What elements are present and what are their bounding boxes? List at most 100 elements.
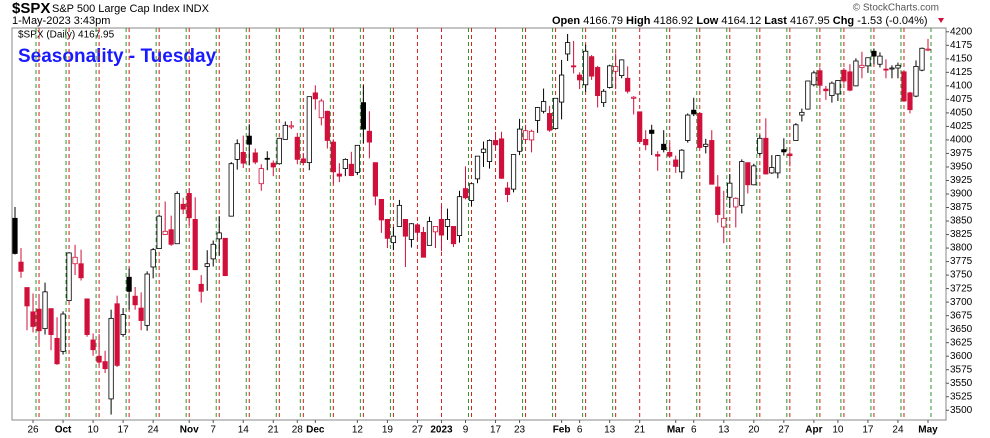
x-tick-label: 10 <box>88 425 100 436</box>
symbol: $SPX <box>12 0 50 17</box>
candle-body <box>498 138 505 179</box>
ohlc-value: (-0.04%) <box>885 15 927 27</box>
y-tick-label: 4025 <box>950 121 973 132</box>
candle-body <box>300 158 306 164</box>
x-tick-label: 9 <box>463 425 469 436</box>
candle-body <box>721 217 727 228</box>
x-tick-label: 13 <box>604 425 616 436</box>
y-tick-label: 4150 <box>950 53 973 64</box>
x-tick-label: 19 <box>382 425 394 436</box>
x-tick-label: 14 <box>238 425 250 436</box>
description: S&P 500 Large Cap Index INDX <box>52 3 210 15</box>
x-tick-label: 27 <box>412 425 424 436</box>
x-tick-label: 12 <box>352 425 364 436</box>
candle-body <box>384 219 391 239</box>
y-tick-label: 3800 <box>950 243 973 254</box>
candle-body <box>859 64 865 68</box>
candle-body <box>204 263 210 267</box>
y-tick-label: 3500 <box>950 405 973 416</box>
candle-body <box>925 48 931 51</box>
x-tick-label: 27 <box>778 425 790 436</box>
x-tick-label: 6 <box>577 425 583 436</box>
x-tick-label: 17 <box>490 425 502 436</box>
candle-body <box>336 173 342 177</box>
ohlc-label: Low <box>696 15 718 27</box>
x-tick-label: Apr <box>805 425 822 436</box>
y-tick-label: 3650 <box>950 324 973 335</box>
candle-body <box>739 161 745 206</box>
candle-body <box>583 50 589 86</box>
candle-body <box>234 143 240 160</box>
candle-body <box>330 141 336 173</box>
candle-body <box>462 188 469 199</box>
candle-body <box>222 237 228 277</box>
ohlc-header: Open 4166.79 High 4186.92 Low 4164.12 La… <box>552 15 944 27</box>
candle-body <box>679 149 685 173</box>
candle-body <box>643 138 649 146</box>
candle-body <box>913 65 919 97</box>
candle-body <box>769 167 775 174</box>
candle-body <box>661 143 667 151</box>
candle-body <box>126 276 132 292</box>
y-tick-label: 3850 <box>950 216 973 227</box>
candle-body <box>805 80 811 110</box>
candle-body <box>318 100 324 119</box>
y-tick-label: 3875 <box>950 202 973 213</box>
y-tick-label: 3775 <box>950 256 973 267</box>
x-tick-label: 24 <box>148 425 160 436</box>
candle-body <box>637 111 643 142</box>
candle-body <box>96 355 102 363</box>
candle-body <box>12 217 18 254</box>
x-tick-label: Dec <box>306 425 325 436</box>
y-tick-label: 3900 <box>950 189 973 200</box>
candle-body <box>90 339 96 351</box>
ohlc-label: High <box>626 15 651 27</box>
y-tick-label: 3550 <box>950 378 973 389</box>
x-tick-label: 17 <box>862 425 874 436</box>
candle-body <box>324 110 330 141</box>
candle-body <box>408 223 415 240</box>
x-tick-label: Mar <box>667 425 685 436</box>
candle-body <box>589 56 595 77</box>
x-tick-label: 21 <box>268 425 280 436</box>
candle-body <box>78 263 84 279</box>
candle-body <box>733 197 739 208</box>
candle-body <box>907 92 913 111</box>
candle-body <box>775 155 781 174</box>
candle-body <box>889 67 895 70</box>
candle-body <box>745 162 751 186</box>
x-tick-label: 21 <box>634 425 646 436</box>
candle-body <box>114 303 120 366</box>
candle-body <box>751 165 757 186</box>
y-tick-label: 3825 <box>950 229 973 240</box>
candle-body <box>835 80 841 95</box>
candle-body <box>480 148 487 153</box>
candle-body <box>829 82 835 96</box>
x-tick-label: 24 <box>892 425 904 436</box>
candle-body <box>36 308 42 332</box>
candle-body <box>444 219 451 227</box>
candle-body <box>522 130 529 140</box>
candle-body <box>84 298 90 335</box>
candle-body <box>396 204 403 227</box>
candle-body <box>282 124 288 140</box>
candle-body <box>120 314 126 335</box>
candle-body <box>414 224 421 233</box>
x-tick-label: May <box>918 425 938 436</box>
candle-body <box>871 50 877 57</box>
candle-body <box>781 149 787 153</box>
candle-body <box>132 295 138 306</box>
x-tick-label: 17 <box>118 425 130 436</box>
ohlc-value: 4186.92 <box>654 15 694 27</box>
x-tick-label: 2023 <box>430 425 453 436</box>
candle-body <box>186 193 192 219</box>
candle-body <box>727 182 733 198</box>
candle-body <box>595 67 601 96</box>
candle-body <box>540 101 547 112</box>
candle-body <box>30 311 36 327</box>
candle-body <box>474 155 481 180</box>
y-tick-label: 4100 <box>950 80 973 91</box>
candle-body <box>787 153 793 157</box>
candle-body <box>853 60 859 87</box>
candle-body <box>24 287 30 307</box>
